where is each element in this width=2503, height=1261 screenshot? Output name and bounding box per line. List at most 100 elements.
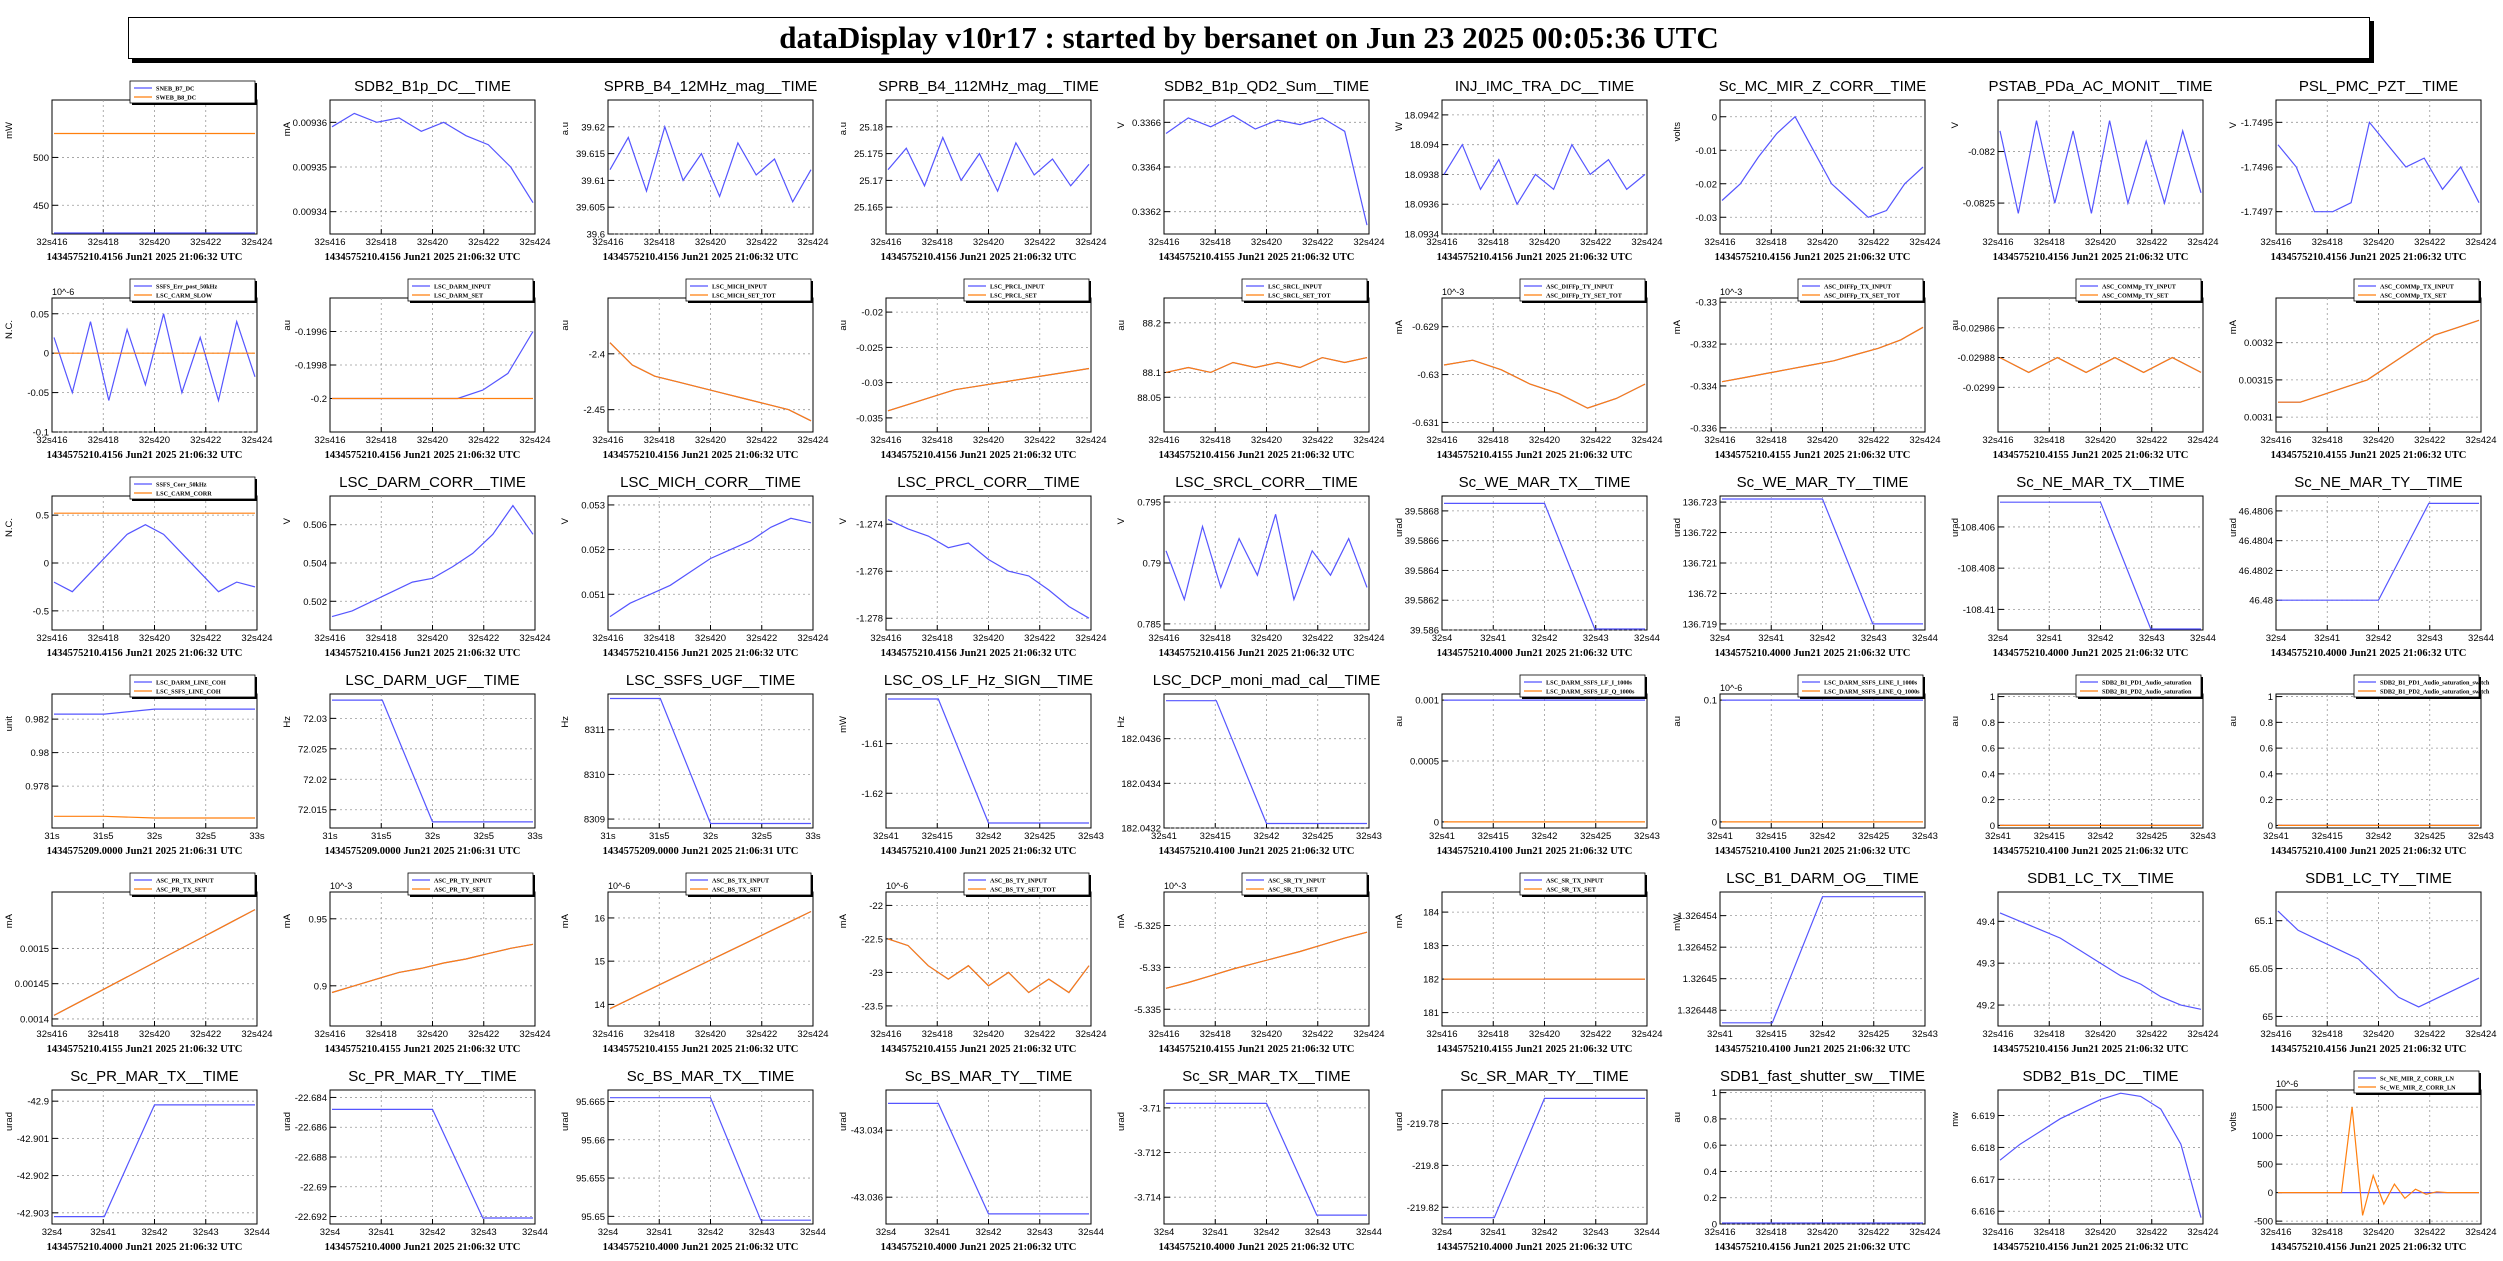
- x-tick-label: 33s: [249, 831, 265, 842]
- x-tick-label: 32s418: [1756, 237, 1787, 248]
- y-axis-label: au: [1672, 1112, 1683, 1123]
- x-tick-label: 32s418: [644, 633, 675, 644]
- x-tick-label: 32s425: [1858, 1029, 1889, 1040]
- x-axis-time-label: 1434575210.4156 Jun21 2025 21:06:32 UTC: [325, 450, 521, 461]
- legend-label: ASC_SR_TX_SET: [1268, 887, 1319, 894]
- y-tick-label: 0: [1712, 1220, 1717, 1231]
- y-tick-label: -2.45: [583, 405, 605, 416]
- series-line: [1721, 326, 1924, 383]
- series-line: [888, 698, 1089, 824]
- y-tick-label: -23: [869, 968, 883, 979]
- series-line: [1165, 356, 1368, 374]
- series-line: [332, 699, 533, 823]
- y-axis-label: au: [1394, 716, 1405, 727]
- y-tick-label: 0.0031: [2244, 413, 2273, 424]
- x-axis-time-label: 1434575209.0000 Jun21 2025 21:06:31 UTC: [325, 846, 521, 857]
- y-tick-label: 95.665: [576, 1097, 605, 1108]
- x-tick-label: 32s416: [1426, 435, 1457, 446]
- x-tick-label: 32s424: [2187, 435, 2218, 446]
- x-tick-label: 32s41: [1707, 1029, 1733, 1040]
- x-tick-label: 33s: [805, 831, 821, 842]
- legend-label: ASC_BS_TX_INPUT: [712, 878, 770, 885]
- legend-shadow: [966, 875, 1091, 897]
- y-axis-label: urad: [1394, 1112, 1405, 1131]
- y-exponent-label: 10^-3: [330, 881, 352, 891]
- x-tick-label: 32s416: [1704, 1227, 1735, 1238]
- y-tick-label: 25.17: [859, 176, 883, 187]
- y-axis-label: V: [1116, 121, 1127, 128]
- x-tick-label: 32s418: [922, 633, 953, 644]
- y-tick-label: -0.631: [1412, 418, 1439, 429]
- y-tick-label: 0.785: [1137, 619, 1161, 630]
- y-axis-label: mA: [282, 121, 293, 136]
- x-axis-time-label: 1434575210.4000 Jun21 2025 21:06:32 UTC: [2271, 648, 2467, 659]
- x-tick-label: 32s43: [2417, 633, 2443, 644]
- y-tick-label: 0.0005: [1410, 757, 1439, 768]
- y-axis-label: mW: [838, 716, 849, 733]
- series-line: [2277, 910, 2480, 1008]
- series-line: [609, 910, 812, 1010]
- legend-label: ASC_DIFFp_TY_INPUT: [1546, 284, 1614, 291]
- x-tick-label: 32s43: [1912, 831, 1938, 842]
- series-line: [331, 504, 534, 618]
- y-tick-label: -0.629: [1412, 322, 1439, 333]
- x-axis-time-label: 1434575210.4155 Jun21 2025 21:06:32 UTC: [603, 1044, 799, 1055]
- legend-label: ASC_COMMp_TY_SET: [2102, 293, 2169, 300]
- x-tick-label: 32s43: [2190, 831, 2216, 842]
- x-tick-label: 32s415: [922, 831, 953, 842]
- x-axis-time-label: 1434575210.4156 Jun21 2025 21:06:32 UTC: [1715, 252, 1911, 263]
- plot-frame: [607, 99, 814, 235]
- plot-frame: [607, 1089, 814, 1225]
- x-tick-label: 32s4: [1432, 1227, 1453, 1238]
- y-tick-label: 8310: [584, 770, 605, 781]
- legend-label: Sc_WE_MIR_Z_CORR_LN: [2380, 1085, 2456, 1092]
- y-exponent-label: 10^-6: [608, 881, 630, 891]
- x-tick-label: 32s424: [2187, 1227, 2218, 1238]
- plot-frame: [51, 495, 258, 631]
- x-tick-label: 32s420: [695, 237, 726, 248]
- y-axis-label: mw: [1950, 1112, 1961, 1127]
- x-tick-label: 32s422: [1580, 435, 1611, 446]
- y-tick-label: -1.7497: [2241, 207, 2273, 218]
- x-axis-time-label: 1434575209.0000 Jun21 2025 21:06:31 UTC: [603, 846, 799, 857]
- y-tick-label: -0.0825: [1963, 199, 1995, 210]
- plot-group: 32s416 32s418 32s420 32s422 32s424 -0.0299 -0.…: [1950, 278, 2219, 461]
- plot-title: Sc_WE_MAR_TY__TIME: [1737, 474, 1909, 491]
- x-tick-label: 32s416: [314, 1029, 345, 1040]
- plot-frame: [2275, 99, 2482, 235]
- legend-shadow: [410, 875, 535, 897]
- y-tick-label: -0.03: [1695, 213, 1717, 224]
- legend-label: SDB2_B1_PD2_Audio_saturation_switch: [2380, 689, 2490, 696]
- x-tick-label: 32s416: [592, 1029, 623, 1040]
- plot-frame: [51, 891, 258, 1027]
- x-tick-label: 32s424: [2465, 1029, 2496, 1040]
- x-tick-label: 32s418: [366, 1029, 397, 1040]
- x-axis-time-label: 1434575210.4156 Jun21 2025 21:06:32 UTC: [325, 648, 521, 659]
- x-tick-label: 32s43: [1583, 1227, 1609, 1238]
- x-tick-label: 32s416: [2260, 435, 2291, 446]
- x-tick-label: 32s41: [1758, 633, 1784, 644]
- legend-box: [685, 278, 812, 302]
- plot-frame: [1163, 99, 1370, 235]
- x-axis-time-label: 1434575210.4000 Jun21 2025 21:06:32 UTC: [1437, 648, 1633, 659]
- y-tick-label: 450: [33, 201, 49, 212]
- x-tick-label: 32s418: [2034, 1227, 2065, 1238]
- plot-group: 32s416 32s418 32s420 32s422 32s424 14 15 16 10^-…: [560, 872, 829, 1055]
- y-axis-label: a.u: [560, 122, 571, 135]
- y-tick-label: 0.506: [303, 520, 327, 531]
- x-tick-label: 32s416: [592, 633, 623, 644]
- legend-label: ASC_SR_TY_INPUT: [1268, 878, 1326, 885]
- legend-label: ASC_PR_TX_INPUT: [156, 878, 215, 885]
- y-axis-label: urad: [1116, 1112, 1127, 1131]
- series-line: [1999, 1092, 2202, 1218]
- legend-box: [129, 872, 256, 896]
- x-tick-label: 32s420: [2085, 435, 2116, 446]
- y-tick-label: 39.62: [581, 122, 605, 133]
- series-line: [2278, 1107, 2479, 1216]
